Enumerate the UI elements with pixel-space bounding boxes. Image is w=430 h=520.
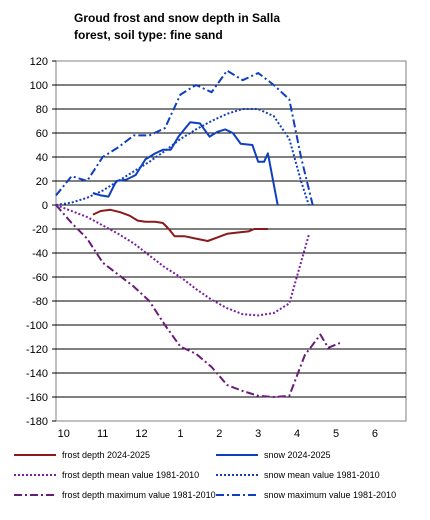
legend-label: snow mean value 1981-2010 — [264, 470, 380, 480]
gridlines — [56, 84, 406, 398]
y-tick-label: -120 — [26, 344, 48, 356]
y-tick-label: -80 — [32, 296, 48, 308]
y-tick-label: -100 — [26, 320, 48, 332]
y-tick-label: 100 — [30, 80, 48, 92]
x-tick-label: 10 — [58, 428, 70, 440]
y-tick-label: 0 — [42, 200, 48, 212]
y-tick-label: -140 — [26, 368, 48, 380]
legend: frost depth 2024-2025 snow 2024-2025 frost… — [14, 450, 396, 500]
chart-title-line-2: forest, soil type: fine sand — [74, 28, 223, 42]
series-line-4 — [55, 108, 310, 206]
y-tick-label: 120 — [30, 56, 48, 68]
series-line-6 — [55, 69, 314, 206]
legend-label: frost depth 2024-2025 — [62, 450, 150, 460]
chart-title-line-1: Groud frost and snow depth in Salla — [74, 11, 281, 25]
chart-title: Groud frost and snow depth in Salla fore… — [74, 10, 280, 44]
x-tick-label: 2 — [216, 428, 222, 440]
y-tick-label: 20 — [36, 176, 48, 188]
series-line-3 — [55, 204, 310, 317]
x-tick-label: 3 — [255, 428, 261, 440]
series-lines — [55, 69, 341, 398]
legend-label: frost depth maximum value 1981-2010 — [62, 490, 216, 500]
y-tick-label: -20 — [32, 224, 48, 236]
legend-label: frost depth mean value 1981-2010 — [62, 470, 199, 480]
x-tick-labels: 10 11 12 1 2 3 4 5 6 — [58, 428, 378, 440]
y-tick-label: -160 — [26, 392, 48, 404]
y-tick-label: 60 — [36, 128, 48, 140]
y-tick-label: -40 — [32, 248, 48, 260]
x-tick-label: 1 — [177, 428, 183, 440]
y-tick-label: -60 — [32, 272, 48, 284]
y-tick-label: -180 — [26, 416, 48, 428]
series-line-2 — [92, 121, 279, 206]
legend-label: snow maximum value 1981-2010 — [264, 490, 396, 500]
x-tick-label: 12 — [135, 428, 147, 440]
x-tick-label: 4 — [294, 428, 300, 440]
y-tick-label: 40 — [36, 152, 48, 164]
x-tick-label: 11 — [97, 428, 108, 440]
y-tick-label: 80 — [36, 104, 48, 116]
x-tick-label: 5 — [333, 428, 339, 440]
x-tick-label: 6 — [372, 428, 378, 440]
legend-label: snow 2024-2025 — [264, 450, 331, 460]
plot-area — [55, 60, 407, 422]
y-tick-labels: 120 100 80 60 40 20 0 -20 -40 -60 -80 -100 -120 -140 -… — [26, 56, 56, 428]
series-line-1 — [92, 208, 268, 242]
